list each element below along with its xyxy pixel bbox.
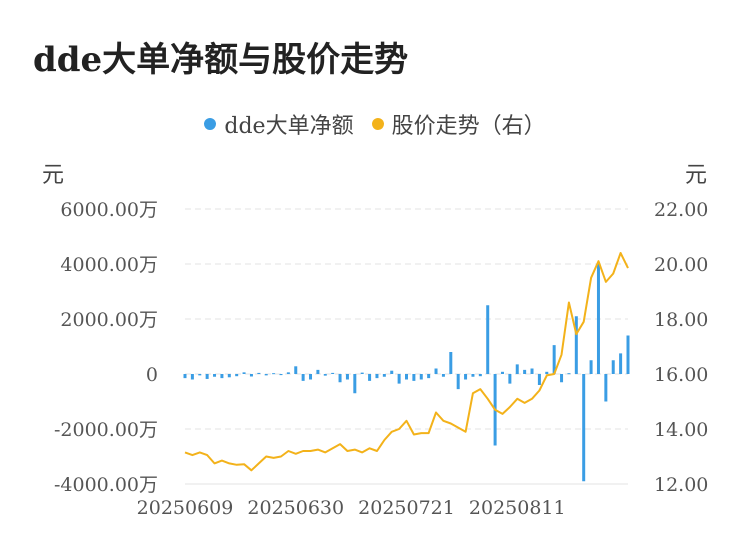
dde-bar <box>515 364 519 374</box>
dde-bar <box>190 374 194 380</box>
dde-bar <box>397 374 401 384</box>
dde-bar <box>213 374 217 377</box>
dde-bar <box>611 360 615 374</box>
x-tick-label: 20250811 <box>469 497 566 519</box>
dde-bar <box>257 372 261 374</box>
legend-label-price: 股价走势（右） <box>391 114 546 139</box>
dde-bar <box>323 374 327 376</box>
x-tick-label: 20250630 <box>247 497 344 519</box>
dde-bar <box>412 374 416 381</box>
dde-bar <box>530 368 534 374</box>
dde-bar <box>220 374 224 379</box>
dde-bar <box>286 372 290 374</box>
y-left-tick-label: 4000.00万 <box>60 254 158 276</box>
dde-bar <box>301 374 305 381</box>
left-axis-unit: 元 <box>42 163 65 188</box>
dde-bar <box>264 374 268 376</box>
dde-bar <box>486 305 490 374</box>
y-right-tick-label: 22.00 <box>654 199 708 221</box>
dde-bar <box>471 374 475 377</box>
legend-item-price[interactable]: 股价走势（右） <box>371 108 546 140</box>
y-right-tick-label: 18.00 <box>654 309 708 331</box>
y-right-tick-label: 14.00 <box>654 419 708 441</box>
dde-bar <box>198 374 202 376</box>
dde-bar <box>596 264 600 374</box>
dde-bar <box>456 374 460 390</box>
dde-bar <box>227 374 231 378</box>
dde-bar <box>205 374 209 379</box>
dde-bar <box>390 370 394 374</box>
dde-bar <box>345 374 349 380</box>
dde-bar <box>434 368 438 374</box>
dde-bar <box>574 316 578 374</box>
legend-bar-swatch-icon <box>204 118 217 130</box>
dde-bar <box>316 369 320 374</box>
right-axis-unit: 元 <box>685 163 708 188</box>
price-line <box>184 252 629 472</box>
dde-bar <box>279 374 283 376</box>
dde-bar <box>500 371 504 374</box>
dde-bar <box>405 374 408 380</box>
dde-bar <box>272 373 276 375</box>
dde-bar <box>604 374 608 402</box>
dde-bar <box>382 374 386 377</box>
dde-bar <box>242 372 246 374</box>
dde-bar <box>183 374 187 379</box>
dde-bar <box>309 374 313 380</box>
dde-bar <box>294 366 298 374</box>
y-right-tick-label: 20.00 <box>654 254 708 276</box>
dde-bar <box>360 372 364 374</box>
dde-bar <box>441 374 445 377</box>
dde-bar <box>523 369 527 374</box>
dde-bar <box>338 374 342 383</box>
dde-bar <box>419 374 423 380</box>
dde-bar <box>368 374 372 381</box>
dde-bar <box>249 374 253 377</box>
legend: dde大单净额 股价走势（右） <box>0 108 750 140</box>
dde-bar <box>449 352 453 374</box>
dde-bar <box>235 374 239 377</box>
dde-bar <box>560 374 564 383</box>
dde-bar <box>626 335 630 374</box>
dde-bar <box>508 374 512 384</box>
dde-bar <box>552 345 556 374</box>
dde-bar <box>331 372 335 374</box>
legend-item-dde[interactable]: dde大单净额 <box>204 108 354 140</box>
dde-bar <box>545 371 549 374</box>
chart-title: dde大单净额与股价走势 <box>33 40 409 80</box>
y-right-tick-label: 16.00 <box>654 364 708 386</box>
y-left-tick-label: -4000.00万 <box>54 474 158 496</box>
dde-bar <box>478 374 482 377</box>
y-left-tick-label: 0 <box>146 364 158 386</box>
dde-bar <box>375 374 379 379</box>
y-left-tick-label: -2000.00万 <box>54 419 158 441</box>
dde-bar <box>589 360 593 374</box>
dde-bar <box>567 373 571 375</box>
dde-bar <box>537 374 541 385</box>
y-left-tick-label: 2000.00万 <box>60 309 158 331</box>
y-left-tick-label: 6000.00万 <box>60 199 158 221</box>
x-tick-label: 20250721 <box>358 497 455 519</box>
dde-bar <box>353 374 357 394</box>
legend-label-dde: dde大单净额 <box>224 114 354 139</box>
legend-line-swatch-icon <box>371 118 384 130</box>
dde-bar <box>582 374 586 482</box>
x-tick-label: 20250609 <box>137 497 234 519</box>
dde-bar <box>619 353 623 374</box>
dde-bar <box>464 374 468 380</box>
dde-bar <box>427 374 431 379</box>
y-right-tick-label: 12.00 <box>654 474 708 496</box>
